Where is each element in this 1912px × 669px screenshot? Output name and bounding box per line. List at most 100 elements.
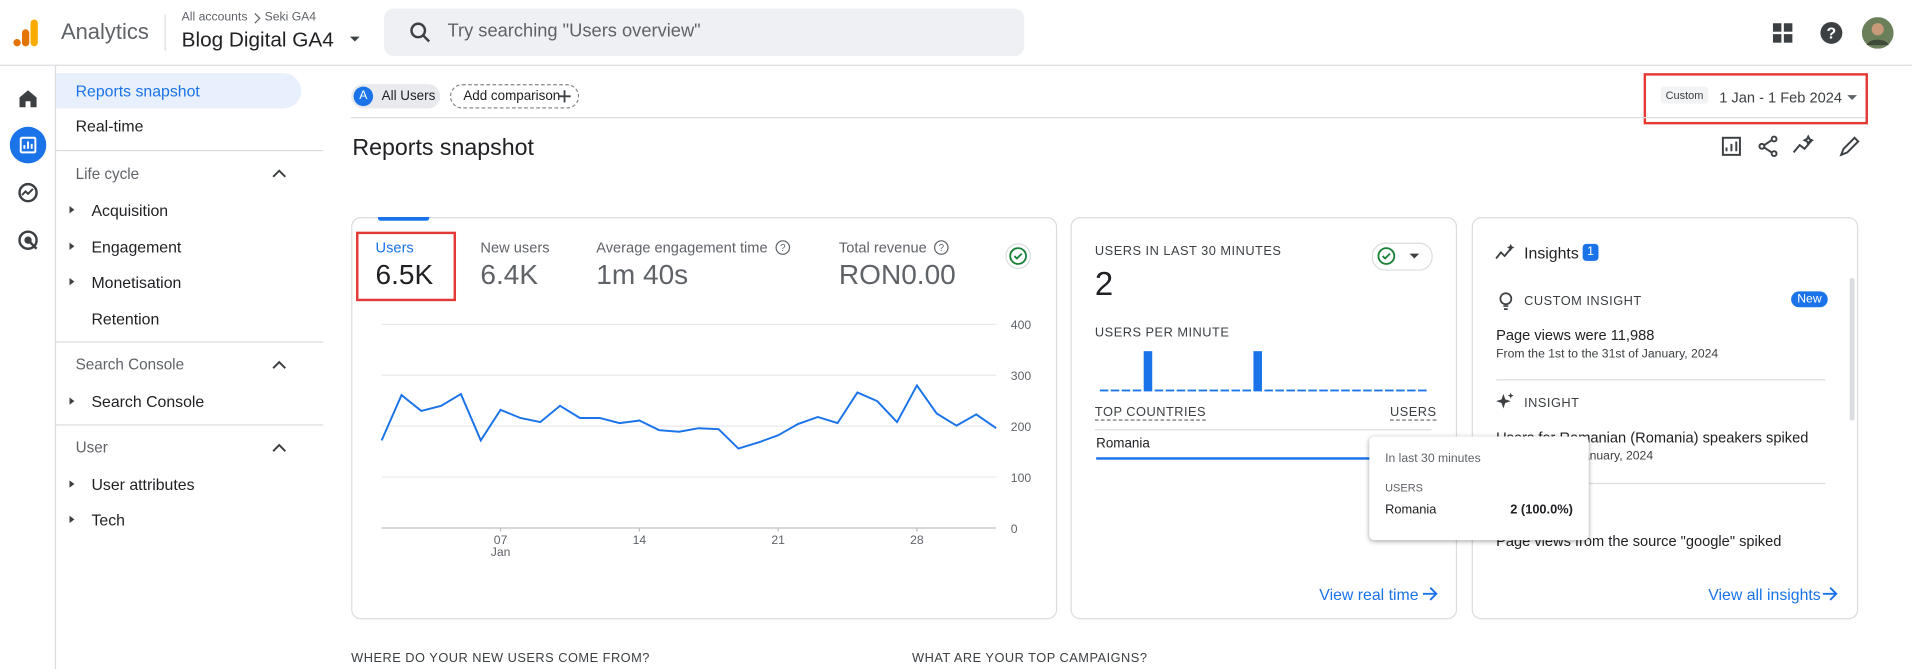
highlight-box (1643, 73, 1868, 125)
insight-kind: CUSTOM INSIGHT (1524, 293, 1642, 309)
nav-active-bg (56, 73, 302, 109)
apps-icon[interactable] (1772, 23, 1794, 44)
rail-border (54, 65, 57, 669)
metric-value: 6.5K (375, 258, 434, 291)
tooltip-value: 2 (100.0%) (1510, 502, 1573, 517)
add-comparison-button[interactable] (449, 84, 580, 109)
arrow-icon (1822, 587, 1838, 601)
country-name: Romania (1096, 436, 1150, 452)
minute-bar (1319, 389, 1328, 392)
comparison-label: All Users (381, 89, 436, 104)
tooltip-title: In last 30 minutes (1385, 452, 1481, 466)
minute-bar (1264, 389, 1273, 392)
metric-value: 6.4K (480, 258, 539, 291)
metric-label[interactable]: Average engagement time (596, 238, 768, 257)
divider (56, 424, 324, 426)
breadcrumb[interactable]: Seki GA4 (264, 10, 317, 25)
minute-bar (1110, 389, 1120, 392)
nav-item[interactable]: Tech (91, 510, 125, 530)
minute-bar (1231, 389, 1241, 392)
logo (13, 19, 38, 47)
countries-title: TOP COUNTRIES (1094, 404, 1207, 421)
arrow-icon (1422, 587, 1438, 601)
status-check[interactable] (1005, 243, 1032, 270)
rail-icons[interactable] (9, 78, 47, 261)
minute-bar (1341, 389, 1350, 392)
minute-bar (1275, 389, 1284, 392)
minute-bar (1220, 389, 1230, 392)
insights-icon (1495, 243, 1515, 260)
nav-section[interactable]: Life cycle (75, 165, 140, 183)
country-bar (1096, 457, 1432, 460)
divider (1496, 482, 1826, 485)
minute-bar (1242, 389, 1252, 392)
caret (1847, 95, 1857, 100)
header-border (0, 64, 1912, 66)
breadcrumb[interactable]: All accounts (181, 10, 248, 25)
search-placeholder: Try searching "Users overview" (447, 20, 701, 42)
divider (1094, 429, 1432, 431)
comparison-badge: A (353, 86, 374, 107)
minute-bar (1374, 389, 1383, 392)
section-title: WHERE DO YOUR NEW USERS COME FROM? (351, 651, 650, 666)
nav-item[interactable]: User attributes (91, 475, 195, 494)
nav-section[interactable]: User (75, 438, 108, 457)
add-comparison-label: Add comparison (463, 89, 561, 104)
minute-bar (1330, 389, 1339, 392)
avatar[interactable] (1861, 17, 1894, 49)
nav-item[interactable]: Engagement (91, 237, 182, 257)
x-tick-label: 21 (771, 533, 785, 547)
minute-bar (1099, 389, 1109, 392)
nav-item[interactable]: Real-time (75, 117, 144, 136)
metrics-card (351, 217, 1058, 620)
nav-section[interactable]: Search Console (75, 356, 185, 374)
minute-bar (1396, 389, 1405, 392)
scrollbar[interactable] (1849, 278, 1855, 421)
minute-bar (1154, 389, 1164, 392)
caret (349, 36, 360, 42)
property-name[interactable]: Blog Digital GA4 (181, 28, 334, 52)
status-icons (1377, 247, 1420, 265)
svg-text:?: ? (780, 243, 786, 254)
minute-bar (1308, 389, 1317, 392)
help-icon[interactable]: ? (1819, 21, 1843, 45)
divider (56, 341, 324, 343)
realtime-title: USERS IN LAST 30 MINUTES (1094, 243, 1282, 259)
search-box[interactable] (384, 8, 1025, 57)
minute-bar (1286, 389, 1295, 392)
metric-label[interactable]: Users (375, 238, 414, 257)
help-icons[interactable]: ?? (774, 239, 957, 256)
status-chip[interactable] (1371, 242, 1433, 271)
date-range[interactable]: 1 Jan - 1 Feb 2024 (1719, 89, 1843, 107)
x-tick-label: 28 (910, 533, 924, 547)
insights-count: 1 (1582, 243, 1599, 261)
insights-card (1471, 217, 1859, 620)
nav-item[interactable]: Retention (91, 309, 160, 328)
nav-item[interactable]: Search Console (91, 392, 205, 411)
view-insights-link[interactable]: View all insights (1708, 585, 1821, 604)
tooltip (1369, 436, 1589, 541)
y-tick-label: 0 (1011, 522, 1018, 536)
view-realtime-link[interactable]: View real time (1319, 585, 1419, 604)
highlight-box (356, 231, 457, 302)
x-tick-label: 14 (633, 533, 647, 547)
realtime-count: 2 (1094, 265, 1114, 303)
nav-item[interactable]: Monetisation (91, 273, 182, 292)
users-title: USERS (1390, 404, 1437, 421)
chevron (254, 12, 261, 24)
insight-text[interactable]: Page views were 11,988 (1496, 326, 1655, 344)
minute-bar (1363, 389, 1372, 392)
page-actions[interactable] (1719, 134, 1865, 158)
metric-label[interactable]: New users (480, 238, 550, 257)
tooltip-country: Romania (1385, 502, 1437, 517)
tooltip-column: USERS (1385, 481, 1423, 494)
new-badge: New (1791, 291, 1828, 308)
nav-item[interactable]: Reports snapshot (75, 81, 200, 100)
nav-item[interactable]: Acquisition (91, 201, 169, 220)
minute-bar (1165, 389, 1175, 392)
minute-bar (1209, 389, 1219, 392)
minute-bar (1198, 389, 1208, 392)
metric-label[interactable]: Total revenue (838, 238, 927, 257)
divider (56, 149, 324, 152)
